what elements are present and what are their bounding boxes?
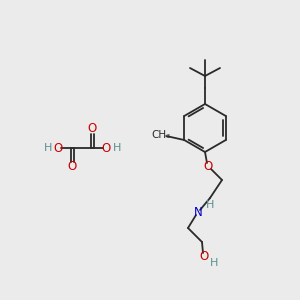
Text: H: H <box>113 143 121 153</box>
Text: O: O <box>203 160 213 172</box>
Text: H: H <box>210 258 218 268</box>
Text: O: O <box>87 122 97 136</box>
Text: N: N <box>194 206 202 218</box>
Text: O: O <box>53 142 63 154</box>
Text: H: H <box>206 200 214 210</box>
Text: O: O <box>68 160 76 173</box>
Text: H: H <box>44 143 52 153</box>
Text: O: O <box>101 142 111 154</box>
Text: O: O <box>200 250 208 262</box>
Text: CH₃: CH₃ <box>152 130 171 140</box>
